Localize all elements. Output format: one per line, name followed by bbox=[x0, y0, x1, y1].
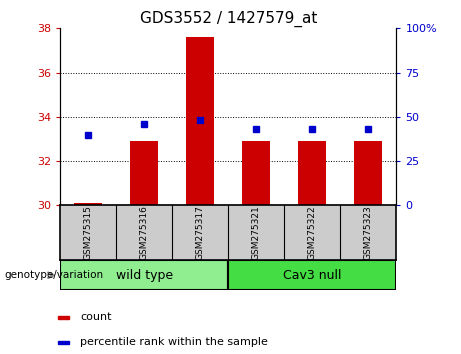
Text: GSM275316: GSM275316 bbox=[140, 205, 148, 260]
Bar bbox=[355, 141, 383, 205]
Bar bbox=[59, 316, 69, 319]
Bar bbox=[74, 203, 102, 205]
Text: Cav3 null: Cav3 null bbox=[283, 269, 342, 282]
Bar bbox=[228, 260, 396, 290]
Text: count: count bbox=[80, 313, 112, 322]
Bar bbox=[130, 141, 158, 205]
Text: GSM275323: GSM275323 bbox=[364, 205, 373, 260]
Text: GSM275322: GSM275322 bbox=[308, 205, 317, 260]
Text: percentile rank within the sample: percentile rank within the sample bbox=[80, 337, 268, 347]
Text: GSM275321: GSM275321 bbox=[252, 205, 261, 260]
Bar bbox=[298, 141, 326, 205]
Text: genotype/variation: genotype/variation bbox=[5, 270, 104, 280]
Text: wild type: wild type bbox=[116, 269, 172, 282]
Bar bbox=[242, 141, 270, 205]
Bar bbox=[60, 260, 228, 290]
Title: GDS3552 / 1427579_at: GDS3552 / 1427579_at bbox=[140, 11, 317, 27]
Bar bbox=[59, 341, 69, 344]
Bar bbox=[186, 37, 214, 205]
Text: GSM275315: GSM275315 bbox=[83, 205, 93, 260]
Text: GSM275317: GSM275317 bbox=[195, 205, 205, 260]
